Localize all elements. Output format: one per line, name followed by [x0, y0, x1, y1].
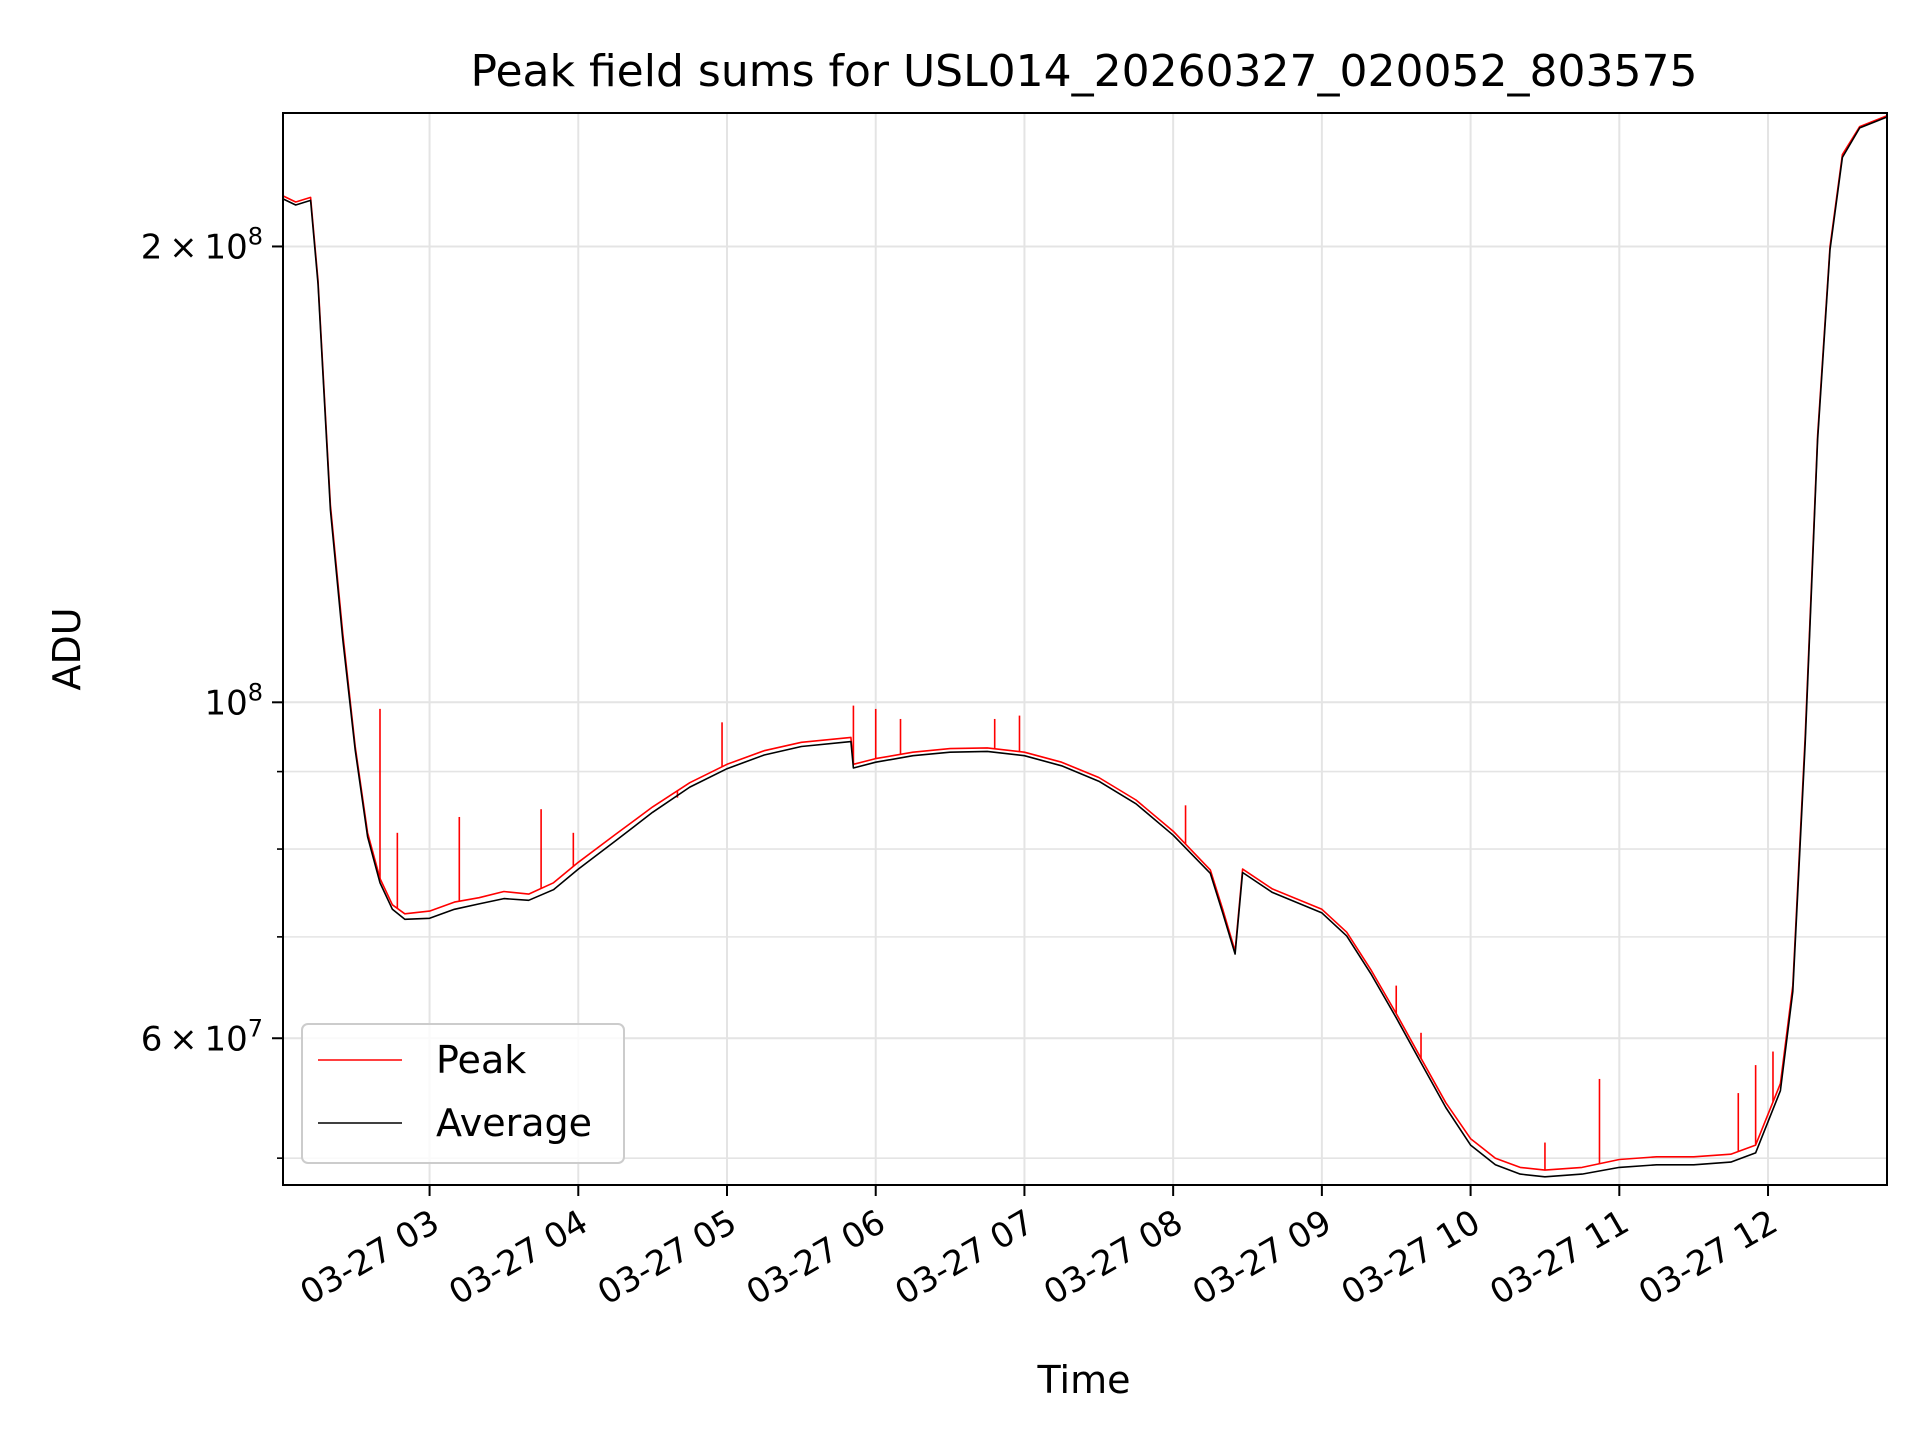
- legend-box: [301, 1023, 625, 1164]
- legend-label-average: Average: [436, 1101, 592, 1145]
- y-tick-label-0: 2 × 108: [141, 222, 263, 267]
- plot-area: [282, 112, 1888, 1186]
- series-line-peak: [282, 114, 1888, 1171]
- legend-label-peak: Peak: [436, 1038, 526, 1082]
- series-line-average: [282, 116, 1888, 1178]
- chart-title: Peak field sums for USL014_20260327_0200…: [471, 46, 1698, 97]
- series-layer: [282, 114, 1888, 1178]
- x-axis-label: Time: [1037, 1358, 1131, 1402]
- grid-layer: [283, 113, 1887, 1185]
- legend: Peak Average: [301, 1023, 625, 1164]
- y-axis-label: ADU: [45, 607, 89, 690]
- y-tick-label-2: 6 × 107: [141, 1014, 263, 1059]
- plot-frame: [282, 112, 1888, 1186]
